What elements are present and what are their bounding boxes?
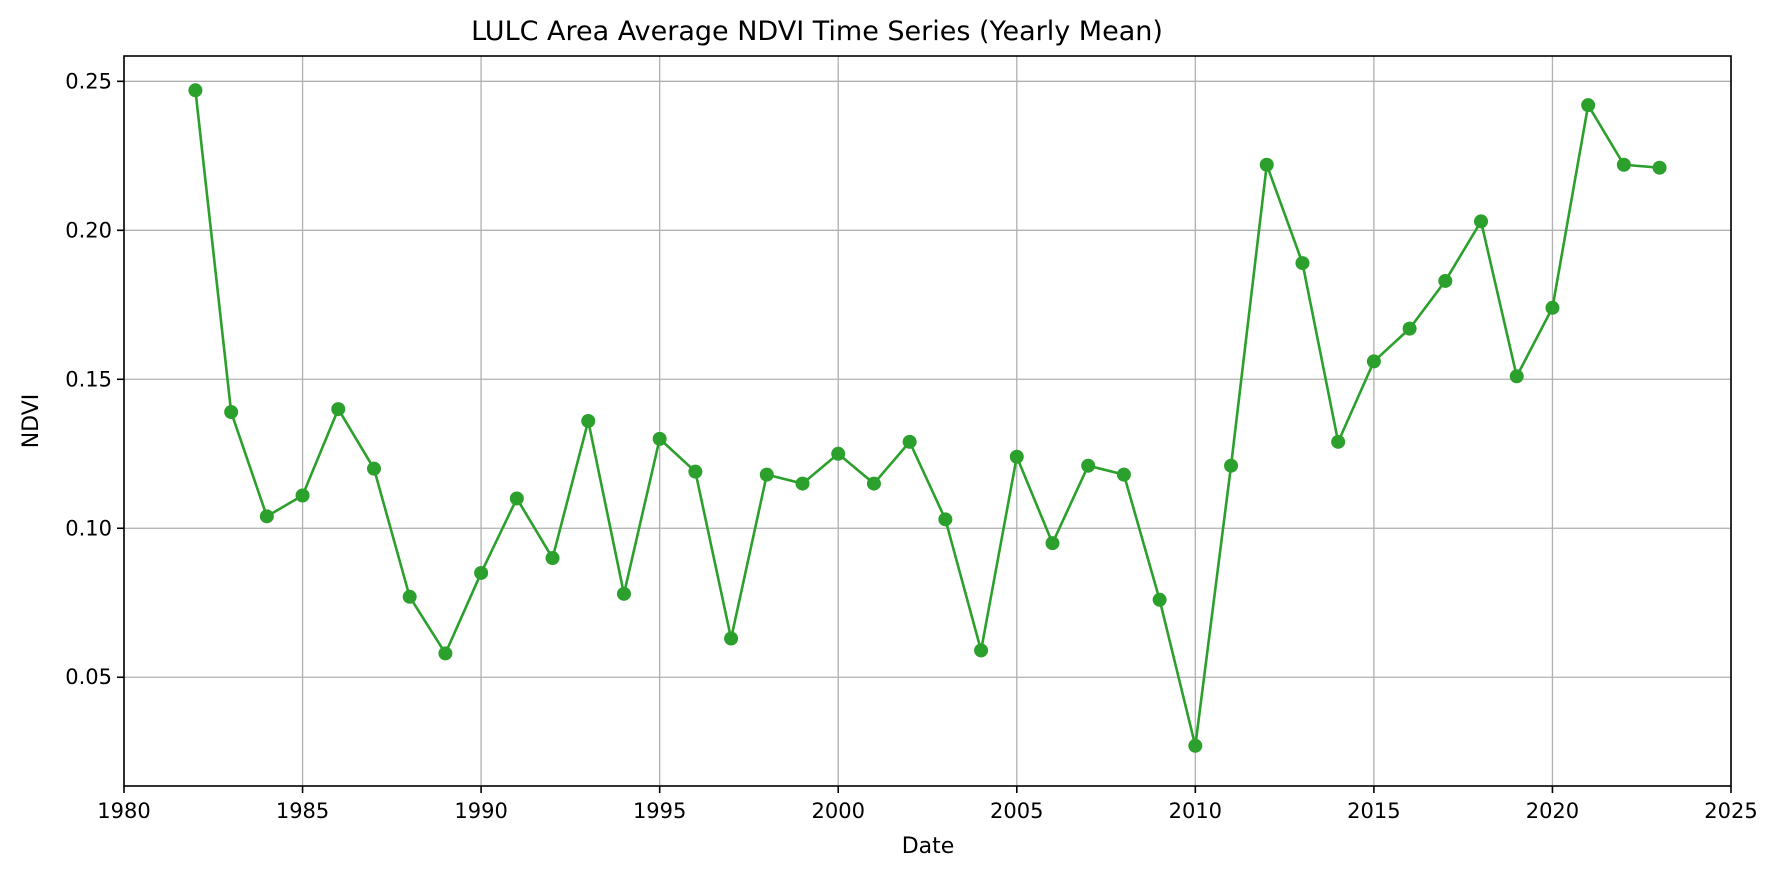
y-tick-label: 0.15: [65, 367, 112, 391]
data-point: [1295, 256, 1310, 271]
data-point: [1581, 98, 1596, 113]
data-point: [1331, 434, 1346, 449]
y-tick-label: 0.25: [65, 69, 112, 93]
data-point: [902, 434, 917, 449]
data-point: [224, 405, 239, 420]
data-point: [402, 589, 417, 604]
x-tick-label: 2005: [990, 799, 1043, 823]
data-point: [1652, 160, 1667, 175]
data-point: [1616, 157, 1631, 172]
data-point: [1509, 369, 1524, 384]
data-point: [795, 476, 810, 491]
x-tick-label: 2025: [1704, 799, 1757, 823]
data-point: [1081, 458, 1096, 473]
data-point: [759, 467, 774, 482]
x-axis-label: Date: [902, 834, 955, 859]
x-tick-label: 1990: [454, 799, 507, 823]
data-point: [331, 402, 346, 417]
data-point: [938, 512, 953, 527]
data-point: [581, 414, 596, 428]
data-point: [974, 643, 989, 658]
y-axis-ticks: 0.05 0.10 0.15 0.20 0.25: [65, 69, 124, 689]
data-point: [474, 565, 489, 580]
grid-lines: [123, 56, 1732, 786]
x-axis-ticks: 1980 1985 1990 1995 2000 2005 2010 2015 2020 2025: [97, 786, 1758, 823]
data-point: [1259, 157, 1274, 172]
y-tick-label: 0.10: [65, 516, 112, 540]
data-point: [652, 431, 667, 446]
x-tick-label: 1985: [276, 799, 329, 823]
data-point: [1402, 321, 1417, 336]
plot-frame: [123, 55, 1732, 787]
data-point: [1545, 300, 1560, 315]
x-tick-label: 2015: [1347, 799, 1400, 823]
y-tick-label: 0.05: [65, 665, 112, 689]
data-point: [295, 488, 310, 503]
data-point: [188, 83, 203, 98]
series-line: [194, 90, 1660, 748]
x-tick-label: 2020: [1526, 799, 1579, 823]
data-point: [616, 586, 631, 601]
series-ndvi: [188, 83, 1667, 753]
data-point: [1366, 354, 1381, 369]
data-point: [866, 476, 881, 491]
chart-title: LULC Area Average NDVI Time Series (Year…: [471, 16, 1163, 47]
data-point: [1474, 214, 1489, 229]
y-axis-label: NDVI: [19, 394, 44, 449]
data-point: [1009, 449, 1024, 464]
data-point: [545, 551, 560, 566]
data-point: [1045, 536, 1060, 551]
y-tick-label: 0.20: [65, 218, 112, 242]
data-point: [1438, 273, 1453, 288]
data-point: [1188, 738, 1203, 753]
x-tick-label: 1980: [97, 799, 150, 823]
data-point: [1116, 467, 1131, 482]
data-point: [831, 446, 846, 461]
data-point: [724, 631, 739, 646]
data-point: [688, 464, 703, 479]
x-tick-label: 1995: [633, 799, 686, 823]
data-point: [259, 509, 274, 524]
data-point: [1152, 592, 1167, 607]
data-point: [1224, 458, 1239, 473]
x-tick-label: 2010: [1169, 799, 1222, 823]
x-tick-label: 2000: [811, 799, 864, 823]
data-point: [366, 461, 381, 476]
data-point: [509, 491, 524, 506]
data-point: [438, 646, 453, 661]
